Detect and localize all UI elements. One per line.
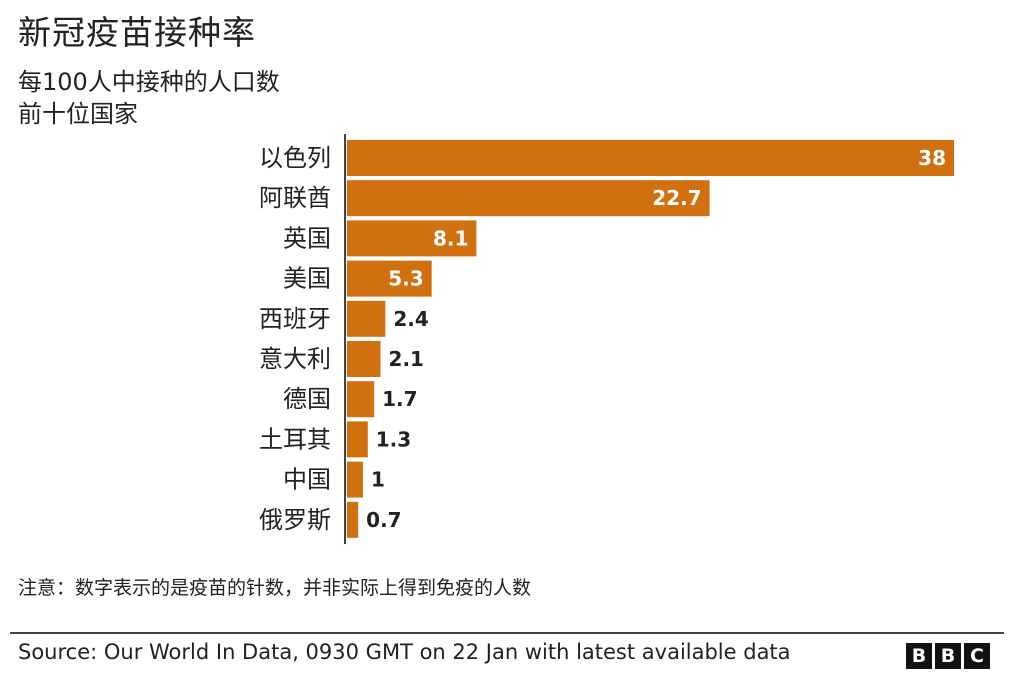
category-label: 美国 — [283, 265, 331, 293]
value-label: 22.7 — [652, 186, 701, 210]
bbc-logo-letter: B — [906, 643, 932, 669]
bar — [347, 461, 363, 498]
bar — [347, 421, 368, 458]
chart-title: 新冠疫苗接种率 — [18, 13, 256, 52]
chart-subtitle-line1: 每100人中接种的人口数 — [18, 68, 280, 96]
value-label: 2.1 — [389, 347, 424, 371]
value-label: 38 — [918, 146, 946, 170]
bbc-logo-letter: C — [964, 643, 990, 669]
value-label: 1 — [371, 468, 385, 492]
bar-chart: 以色列 38 阿联酋 22.7 英国 8.1 美国 5.3 西班牙 2.4 意大利 2.1 德国 1.7 土… — [259, 134, 954, 544]
category-label: 俄罗斯 — [259, 506, 331, 534]
category-label: 以色列 — [259, 144, 331, 172]
bbc-logo: B B C — [906, 643, 990, 669]
value-label: 5.3 — [388, 267, 423, 291]
bar — [347, 260, 432, 297]
footer-divider — [10, 632, 1004, 634]
source-text: Source: Our World In Data, 0930 GMT on 2… — [18, 640, 791, 664]
category-label: 英国 — [283, 224, 331, 252]
bar — [347, 300, 386, 337]
value-label: 0.7 — [366, 508, 401, 532]
category-label: 德国 — [283, 385, 331, 413]
category-label: 土耳其 — [259, 425, 331, 453]
bar — [347, 501, 359, 538]
bar — [347, 381, 375, 418]
category-label: 西班牙 — [259, 305, 331, 333]
category-label: 意大利 — [259, 345, 331, 373]
value-label: 1.3 — [376, 427, 411, 451]
chart-note: 注意：数字表示的是疫苗的针数，并非实际上得到免疫的人数 — [18, 577, 532, 599]
bar — [347, 180, 710, 217]
bbc-logo-letter: B — [935, 643, 961, 669]
category-label: 阿联酋 — [259, 184, 331, 212]
value-label: 2.4 — [393, 307, 428, 331]
value-label: 1.7 — [382, 387, 417, 411]
bar — [347, 220, 477, 257]
category-label: 中国 — [283, 466, 331, 494]
bar — [347, 140, 954, 176]
chart-subtitle-line2: 前十位国家 — [18, 100, 138, 128]
bar — [347, 341, 381, 377]
value-label: 8.1 — [433, 226, 468, 250]
